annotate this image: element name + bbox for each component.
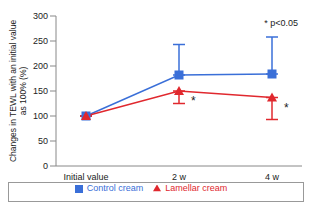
svg-text:Changes in TEWL with an initia: Changes in TEWL with an initial valueas … [8,20,28,162]
svg-text:300: 300 [33,11,48,21]
svg-text:4 w: 4 w [265,172,280,182]
html-text:Control cream: Control cream [86,183,144,193]
svg-text:250: 250 [33,36,48,46]
svg-text:200: 200 [33,61,48,71]
svg-text:*: * [191,94,196,108]
svg-text:50: 50 [38,136,48,146]
svg-text:*: * [284,101,289,115]
svg-text:100: 100 [33,111,48,121]
html-text:Lamellar cream: Lamellar cream [165,183,228,193]
svg-text:0: 0 [43,161,48,171]
svg-text:2 w: 2 w [172,172,187,182]
svg-text:150: 150 [33,86,48,96]
html-text:* p<0.05: * p<0.05 [264,18,298,28]
svg-text:Initial value: Initial value [63,172,108,182]
